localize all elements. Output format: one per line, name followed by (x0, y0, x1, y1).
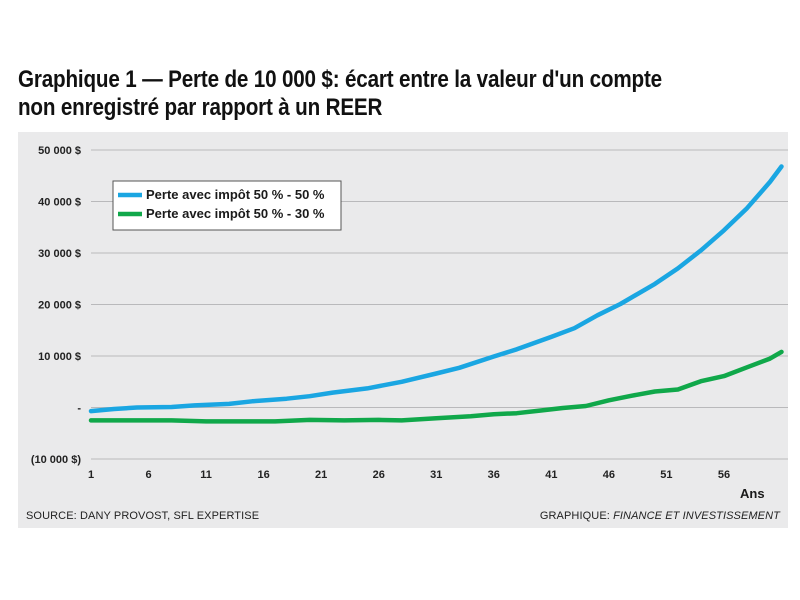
line-chart: 50 000 $ 40 000 $ 30 000 $ 20 000 $ 10 000 $… (31, 145, 788, 501)
x-tick-label: 56 (718, 469, 730, 481)
legend-label-2: Perte avec impôt 50 % - 30 % (146, 206, 325, 221)
y-tick-label: 40 000 $ (38, 197, 81, 209)
graphic-credit: GRAPHIQUE: FINANCE ET INVESTISSEMENT (540, 510, 780, 522)
y-tick-label: - (77, 403, 81, 415)
chart-title: Graphique 1 — Perte de 10 000 $: écart e… (18, 66, 680, 122)
x-tick-label: 11 (200, 469, 212, 481)
x-tick-label: 31 (430, 469, 442, 481)
y-tick-label: 30 000 $ (38, 248, 81, 260)
x-axis-ticks: 1 6 11 16 21 26 31 36 41 46 51 56 (88, 469, 730, 481)
legend: Perte avec impôt 50 % - 50 % Perte avec i… (112, 180, 342, 231)
x-tick-label: 1 (88, 469, 94, 481)
y-tick-label: 50 000 $ (38, 145, 81, 157)
legend-box (112, 180, 342, 231)
legend-label-1: Perte avec impôt 50 % - 50 % (146, 187, 325, 202)
title-line-2: non enregistré par rapport à un REER (18, 94, 383, 121)
x-tick-label: 36 (488, 469, 500, 481)
y-tick-label: 20 000 $ (38, 300, 81, 312)
x-tick-label: 51 (660, 469, 672, 481)
chart-panel: 50 000 $ 40 000 $ 30 000 $ 20 000 $ 10 000 $… (18, 132, 788, 528)
series-lines (88, 164, 784, 424)
x-tick-label: 46 (603, 469, 615, 481)
y-axis-ticks: 50 000 $ 40 000 $ 30 000 $ 20 000 $ 10 000 $… (31, 145, 81, 466)
x-axis-label: Ans (740, 486, 765, 501)
x-tick-label: 6 (145, 469, 151, 481)
series-line-1 (88, 164, 784, 414)
x-tick-label: 16 (258, 469, 270, 481)
y-tick-label: 10 000 $ (38, 351, 81, 363)
title-line-1: Graphique 1 — Perte de 10 000 $: écart e… (18, 66, 662, 93)
credit-name: FINANCE ET INVESTISSEMENT (613, 510, 780, 522)
source-note: SOURCE: DANY PROVOST, SFL EXPERTISE (26, 510, 260, 522)
x-tick-label: 26 (373, 469, 385, 481)
x-tick-label: 21 (315, 469, 327, 481)
y-tick-label: (10 000 $) (31, 454, 81, 466)
x-tick-label: 41 (545, 469, 557, 481)
series-line-2 (88, 349, 784, 424)
credit-prefix: GRAPHIQUE: (539, 510, 614, 522)
